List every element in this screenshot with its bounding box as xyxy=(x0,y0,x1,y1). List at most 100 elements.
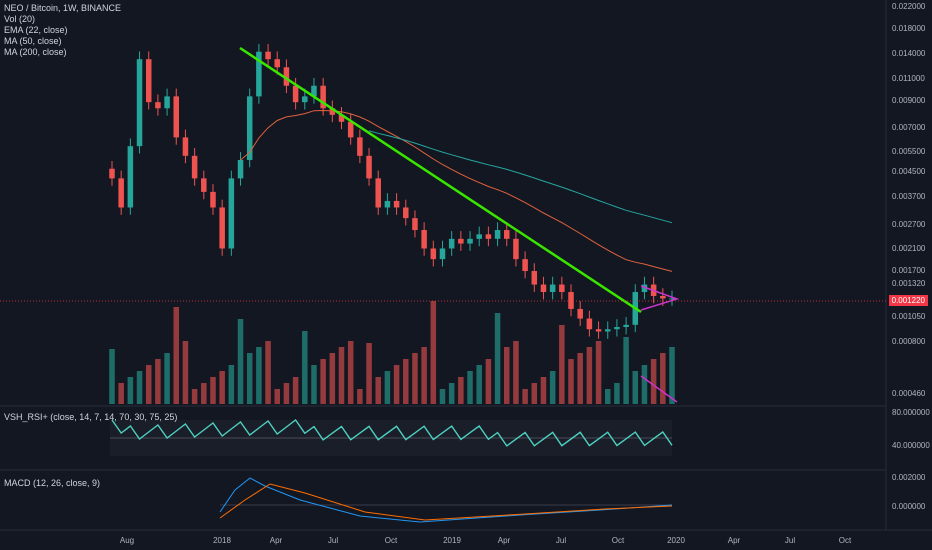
price-tick-label: 0.003700 xyxy=(892,192,926,201)
volume-bar xyxy=(256,347,262,404)
last-price-tag: 0.001220 xyxy=(888,295,928,306)
volume-bar xyxy=(540,377,547,404)
symbol-label[interactable]: NEO / Bitcoin, 1W, BINANCE xyxy=(4,3,122,13)
time-tick-label: Apr xyxy=(728,536,741,545)
volume-bar xyxy=(311,365,317,404)
time-tick-label: 2020 xyxy=(667,536,685,545)
candle-body xyxy=(118,178,124,208)
time-tick-label: Oct xyxy=(385,536,398,545)
volume-bar xyxy=(531,383,538,404)
candle-body xyxy=(164,96,170,109)
volume-bar xyxy=(632,371,639,404)
candle-body xyxy=(577,308,583,319)
volume-bar xyxy=(439,389,446,404)
candle-body xyxy=(641,284,648,293)
candle-body xyxy=(228,178,235,249)
volume-bar xyxy=(559,325,565,404)
volume-bar xyxy=(246,353,253,404)
time-tick-label: 2019 xyxy=(443,536,461,545)
ma50-line xyxy=(368,130,673,224)
volume-bar xyxy=(357,389,363,404)
price-tick-label: 0.022000 xyxy=(892,2,926,11)
volume-bar xyxy=(384,371,391,404)
candle-body xyxy=(182,137,189,156)
ema-label[interactable]: EMA (22, close) xyxy=(4,25,68,35)
price-tick-label: 0.011000 xyxy=(892,74,925,83)
volume-bar xyxy=(412,353,418,404)
price-tick-label: 0.004500 xyxy=(892,167,926,176)
macd-line xyxy=(219,477,673,523)
macd-label[interactable]: MACD (12, 26, close, 9) xyxy=(4,478,101,488)
volume-bar xyxy=(403,359,409,404)
price-tick-label: 0.002100 xyxy=(892,244,926,253)
time-tick-label: Apr xyxy=(270,536,283,545)
volume-bar xyxy=(577,353,583,404)
volume-bar xyxy=(182,341,189,404)
volume-bar xyxy=(292,377,299,404)
candle-body xyxy=(329,108,336,115)
candle-body xyxy=(669,298,675,300)
candle-body xyxy=(393,200,400,208)
volume-bar xyxy=(173,307,180,404)
volume-bar xyxy=(228,365,235,404)
time-tick-label: 2018 xyxy=(213,536,231,545)
candle-body xyxy=(201,178,207,192)
candle-body xyxy=(191,155,198,179)
candle-body xyxy=(568,292,574,309)
volume-bar xyxy=(329,353,336,404)
volume-bar xyxy=(568,359,574,404)
price-tick-label: 0.005500 xyxy=(892,147,926,156)
volume-bar xyxy=(155,359,161,404)
volume-bar xyxy=(485,359,492,404)
volume-bar xyxy=(302,331,308,404)
candle-body xyxy=(109,168,115,179)
price-tick-label: 0.001050 xyxy=(892,312,926,321)
candle-body xyxy=(274,59,280,68)
volume-bar xyxy=(210,377,216,404)
price-tick-label: 0.001700 xyxy=(892,266,926,275)
candle-body xyxy=(311,85,317,97)
volume-bar xyxy=(641,365,648,404)
candle-body xyxy=(403,207,409,219)
volume-bar xyxy=(338,347,345,404)
candle-body xyxy=(412,218,418,231)
volume-bar xyxy=(669,347,675,404)
rsi-label[interactable]: VSH_RSI+ (close, 14, 7, 14, 70, 30, 75, … xyxy=(4,412,178,422)
candle-body xyxy=(540,284,547,293)
vol-label[interactable]: Vol (20) xyxy=(4,14,36,24)
candle-body xyxy=(458,238,464,244)
volume-bar xyxy=(494,313,501,404)
ma200-label[interactable]: MA (200, close) xyxy=(4,47,67,57)
triangle-pattern xyxy=(640,285,680,311)
volume-bar xyxy=(375,377,381,404)
volume-bar xyxy=(109,349,115,404)
candle-body xyxy=(302,96,308,103)
candle-body xyxy=(448,238,455,249)
volume-bar xyxy=(393,365,400,404)
time-tick-label: Oct xyxy=(839,536,852,545)
volume-bar xyxy=(136,371,143,404)
time-tick-label: Jul xyxy=(328,536,338,545)
chart-legend: NEO / Bitcoin, 1W, BINANCE Vol (20) EMA … xyxy=(4,3,121,58)
volume-bar xyxy=(448,383,455,404)
rsi-tick-label: 40.000000 xyxy=(892,441,930,450)
descending-trendline xyxy=(239,46,642,314)
volume-bar xyxy=(604,389,611,404)
volume-bar xyxy=(283,383,290,404)
candle-body xyxy=(485,234,492,239)
volume-bar xyxy=(522,389,528,404)
candle-body xyxy=(347,121,354,138)
time-tick-label: Jul xyxy=(785,536,795,545)
volume-bar xyxy=(458,377,464,404)
time-tick-label: Apr xyxy=(498,536,511,545)
ema-line xyxy=(240,109,673,272)
candle-body xyxy=(467,238,473,244)
candle-body xyxy=(476,234,482,239)
price-tick-label: 0.014000 xyxy=(892,49,926,58)
candle-body xyxy=(265,51,271,60)
ma50-label[interactable]: MA (50, close) xyxy=(4,36,62,46)
candle-body xyxy=(522,259,528,272)
candle-body xyxy=(145,59,152,103)
